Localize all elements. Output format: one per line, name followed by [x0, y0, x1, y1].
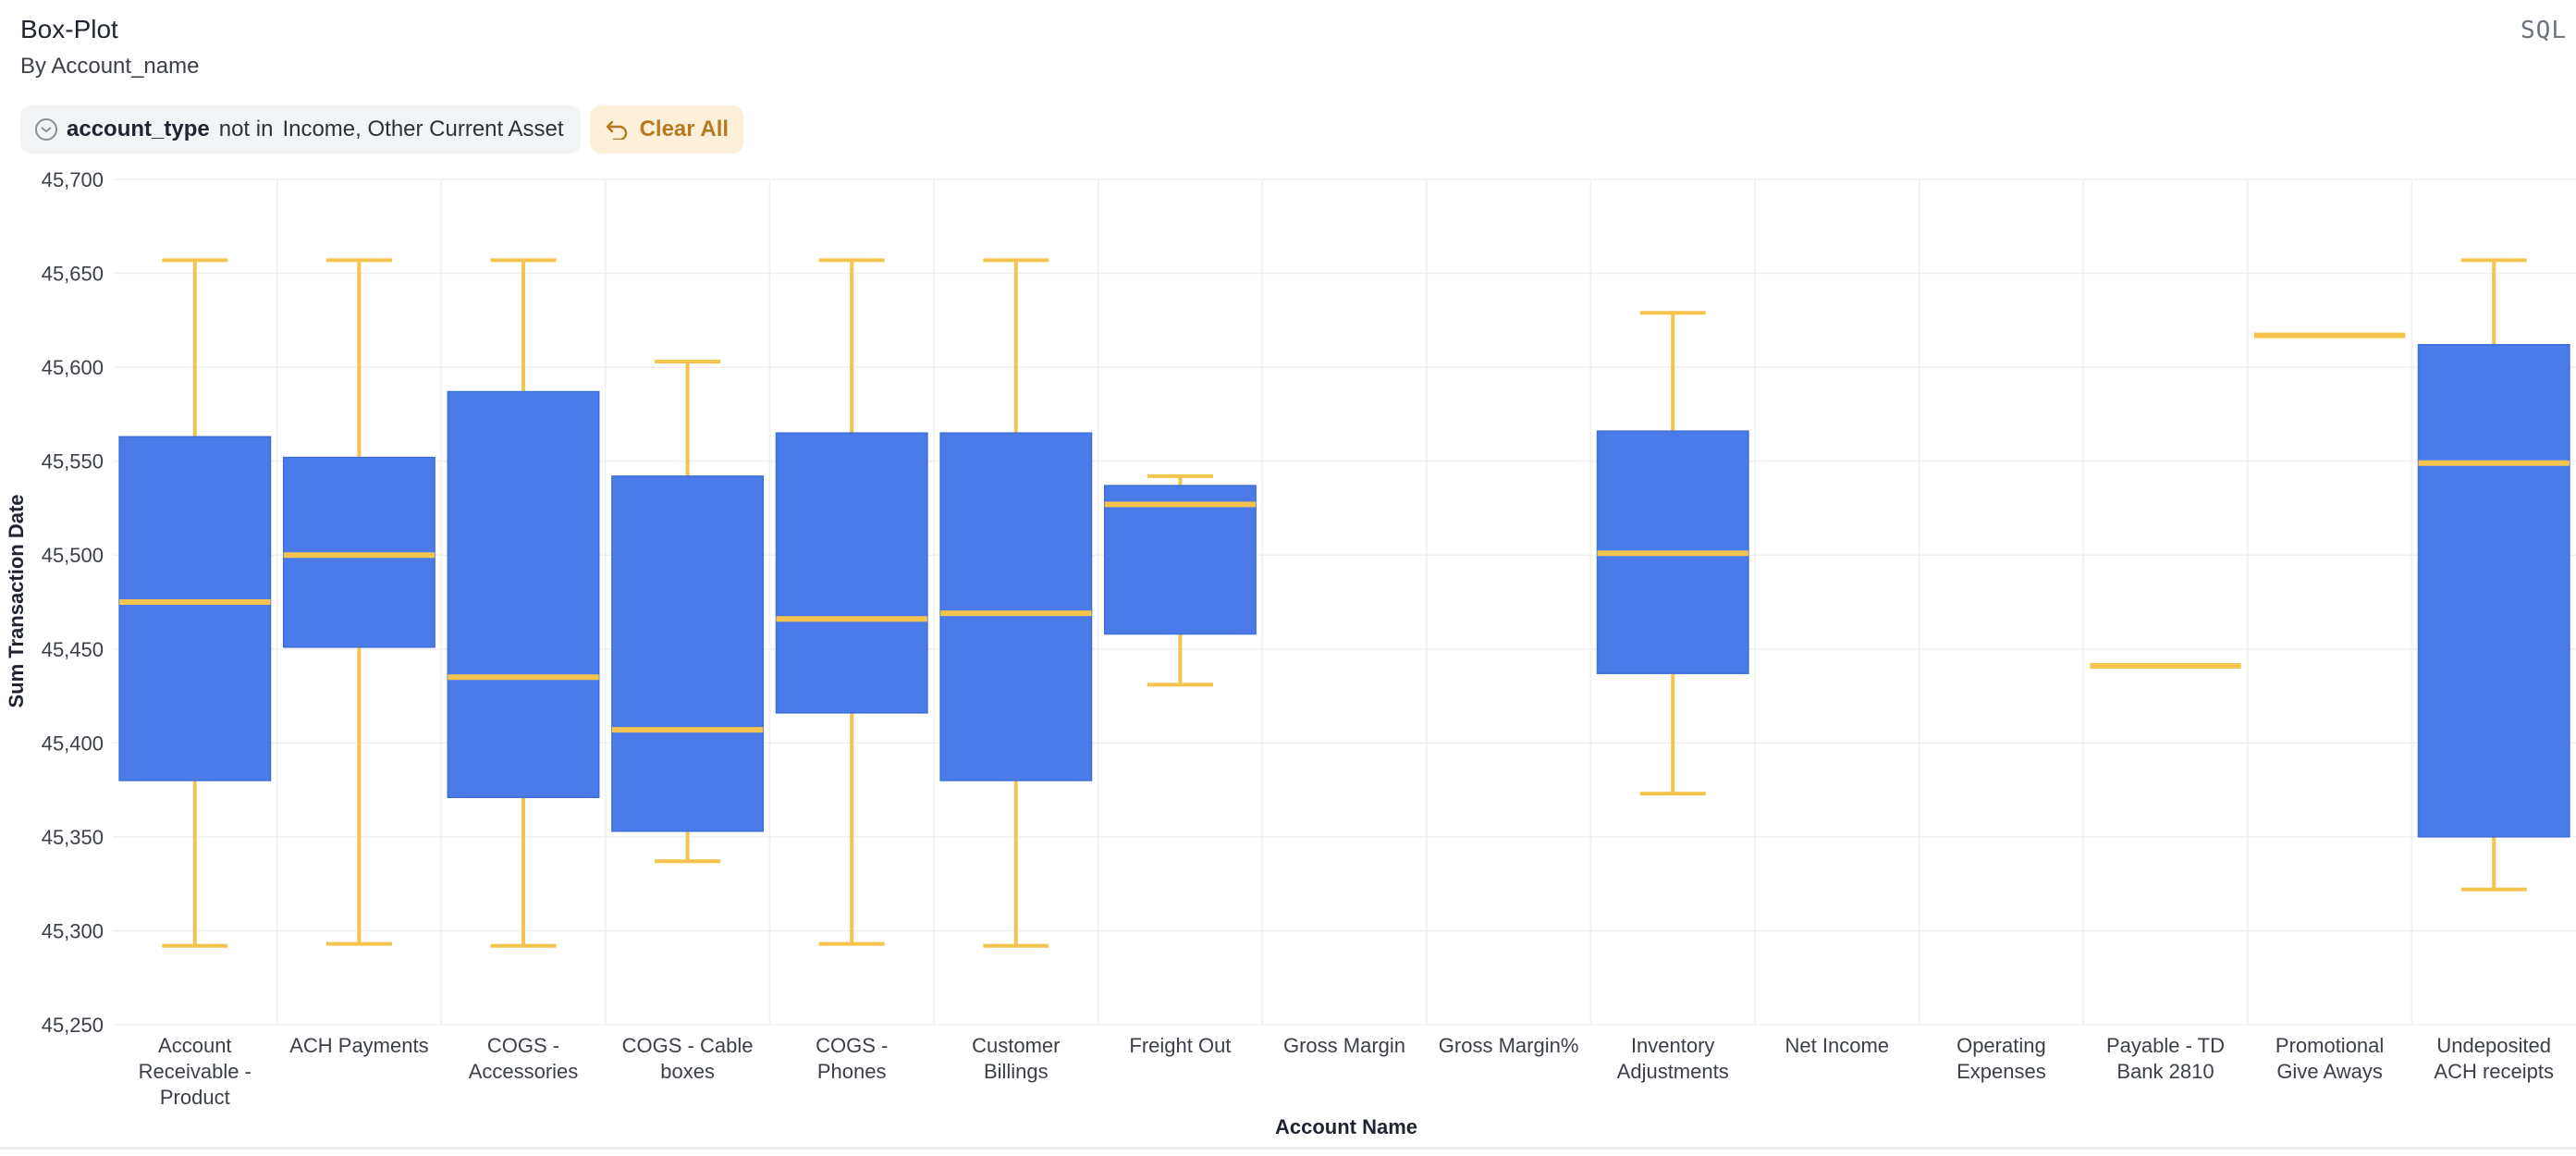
box-iqr	[118, 436, 272, 781]
y-tick-label: 45,500	[42, 544, 104, 567]
chevron-down-icon[interactable]	[35, 118, 57, 141]
y-tick-label: 45,450	[42, 638, 104, 661]
x-tick-label: Operating Expenses	[1957, 1034, 2046, 1083]
sql-icon[interactable]: SQL	[2521, 17, 2567, 44]
box-group	[282, 258, 435, 946]
y-tick-label: 45,700	[42, 168, 104, 191]
box-iqr	[447, 390, 600, 798]
x-tick-label: ACH Payments	[289, 1034, 428, 1057]
y-tick-label: 45,350	[42, 826, 104, 849]
box-iqr	[2417, 343, 2570, 838]
x-tick-label-line: Accessories	[469, 1060, 579, 1083]
chart-header: Box-Plot By Account_name	[20, 13, 199, 81]
x-tick-label-line: Inventory	[1631, 1034, 1715, 1057]
x-tick-label-line: Undeposited	[2436, 1034, 2551, 1057]
x-tick-label-line: Bank 2810	[2116, 1060, 2214, 1083]
box-group	[939, 258, 1093, 948]
x-tick-label-line: Give Aways	[2276, 1060, 2383, 1083]
chart-title: Box-Plot	[20, 15, 118, 43]
x-tick-label: Promotional Give Aways	[2275, 1034, 2384, 1083]
x-tick-label-line: Receivable -	[139, 1060, 251, 1083]
x-tick-label-line: Adjustments	[1617, 1060, 1729, 1083]
box-iqr	[939, 432, 1093, 781]
filter-chip-account-type[interactable]: account_type not in Income, Other Curren…	[20, 105, 581, 154]
x-tick-label-line: boxes	[660, 1060, 715, 1083]
x-tick-label: COGS - Phones	[816, 1034, 888, 1083]
y-tick-label: 45,400	[42, 732, 104, 755]
filter-operator: not in	[218, 117, 274, 141]
y-tick-label: 45,250	[42, 1014, 104, 1037]
x-tick-label: Customer Billings	[972, 1034, 1060, 1083]
x-tick-label: Inventory Adjustments	[1617, 1034, 1729, 1083]
box-series	[118, 258, 2570, 948]
x-tick-label-line: COGS -	[816, 1034, 888, 1057]
y-axis: 45,250 45,300 45,350 45,400 45,450 45,500 45,5…	[42, 168, 104, 1037]
x-tick-label-line: Freight Out	[1129, 1034, 1231, 1057]
x-tick-label: Payable - TD Bank 2810	[2106, 1034, 2225, 1083]
y-tick-label: 45,650	[42, 263, 104, 286]
box-iqr	[1103, 485, 1257, 635]
x-tick-label: COGS - Accessories	[469, 1034, 579, 1083]
filter-bar: account_type not in Income, Other Curren…	[20, 105, 744, 154]
box-group	[2417, 258, 2570, 892]
box-group	[775, 258, 928, 946]
x-tick-label-line: Expenses	[1957, 1060, 2046, 1083]
filter-values: Income, Other Current Asset	[282, 117, 564, 141]
x-tick-label-line: Payable - TD	[2106, 1034, 2225, 1057]
x-tick-label-line: ACH Payments	[289, 1034, 428, 1057]
x-tick-label-line: Net Income	[1785, 1034, 1890, 1057]
x-tick-label-line: Customer	[972, 1034, 1060, 1057]
x-tick-label-line: Gross Margin%	[1439, 1034, 1579, 1057]
y-tick-label: 45,300	[42, 919, 104, 942]
x-tick-label: Net Income	[1785, 1034, 1890, 1057]
box-iqr	[775, 432, 928, 714]
box-group	[611, 360, 765, 864]
clear-all-label: Clear All	[639, 117, 730, 141]
x-axis: Account Receivable - Product ACH Payments CO…	[139, 1034, 2554, 1109]
box-group	[118, 258, 272, 948]
x-tick-label: Account Receivable - Product	[139, 1034, 251, 1109]
x-tick-label: Gross Margin	[1283, 1034, 1405, 1057]
y-tick-label: 45,550	[42, 450, 104, 473]
filter-field: account_type	[67, 117, 210, 141]
x-axis-label: Account Name	[1275, 1115, 1417, 1138]
box-group	[1596, 311, 1749, 796]
clear-all-button[interactable]: Clear All	[589, 105, 744, 154]
x-tick-label-line: Gross Margin	[1283, 1034, 1405, 1057]
x-tick-label-line: Billings	[984, 1060, 1049, 1083]
box-iqr	[611, 475, 765, 832]
x-tick-label: Freight Out	[1129, 1034, 1231, 1057]
chart-subtitle: By Account_name	[20, 54, 200, 79]
x-tick-label-line: Phones	[817, 1060, 887, 1083]
x-tick-label-line: COGS - Cable	[622, 1034, 754, 1057]
x-tick-label-line: Product	[160, 1086, 230, 1109]
x-tick-label: Undeposited ACH receipts	[2434, 1034, 2554, 1083]
x-tick-label-line: COGS -	[487, 1034, 559, 1057]
box-group	[447, 258, 600, 948]
box-iqr	[282, 456, 435, 648]
x-tick-label-line: Promotional	[2275, 1034, 2384, 1057]
x-tick-label: Gross Margin%	[1439, 1034, 1579, 1057]
x-tick-label: COGS - Cable boxes	[622, 1034, 754, 1083]
y-axis-label: Sum Transaction Date	[5, 494, 28, 707]
undo-icon	[606, 120, 627, 140]
x-tick-label-line: Operating	[1957, 1034, 2046, 1057]
x-tick-label-line: Account	[158, 1034, 232, 1057]
x-tick-label-line: ACH receipts	[2434, 1060, 2554, 1083]
box-group	[1103, 473, 1257, 687]
divider	[0, 1147, 2576, 1150]
y-tick-label: 45,600	[42, 356, 104, 379]
